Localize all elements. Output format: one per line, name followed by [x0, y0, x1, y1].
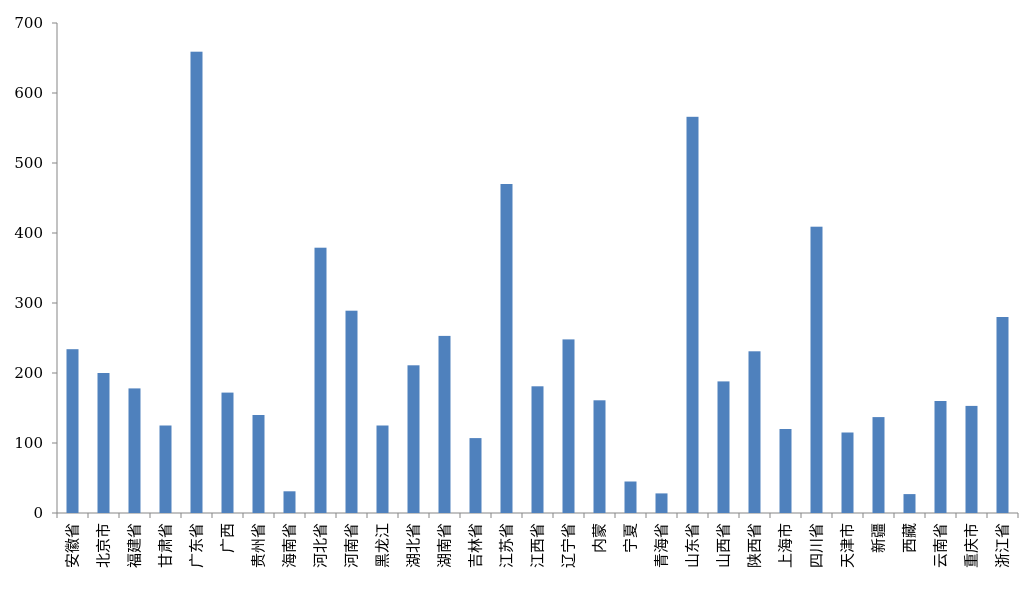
x-category-label: 上海市	[777, 523, 795, 568]
x-category-label: 重庆市	[963, 523, 981, 568]
bar-9	[314, 247, 327, 513]
bars	[66, 51, 1009, 514]
x-category-label: 河北省	[312, 523, 330, 568]
x-category-label: 黑龙江	[374, 523, 392, 568]
bar-23	[748, 351, 761, 513]
bar-1	[66, 349, 79, 513]
x-category-labels: 安徽省 北京市 福建省 甘肃省 广东省 广西 贵州省 海南省 河北省 河南省 黑龙江 湖北省 湖南省 吉林…	[64, 523, 1012, 568]
y-tick-label: 400	[14, 224, 43, 242]
bar-4	[159, 425, 172, 513]
y-tick-label: 100	[14, 434, 43, 452]
axes	[52, 22, 1019, 518]
x-category-label: 贵州省	[250, 523, 268, 568]
x-category-label: 宁夏	[622, 523, 640, 553]
bar-17	[562, 339, 575, 513]
bar-19	[624, 481, 637, 513]
bar-15	[500, 184, 513, 513]
x-category-label: 山东省	[684, 523, 702, 568]
x-category-label: 西藏	[901, 523, 919, 553]
x-category-label: 湖南省	[436, 523, 454, 568]
x-category-label: 四川省	[808, 523, 826, 568]
bar-30	[965, 405, 978, 513]
x-category-label: 广西	[219, 523, 237, 553]
bar-24	[779, 429, 792, 513]
bar-5	[190, 51, 203, 513]
x-category-label: 青海省	[653, 523, 671, 568]
x-category-label: 河南省	[343, 523, 361, 568]
y-tick-labels: 0 100 200 300 400 500 600 700	[14, 14, 43, 522]
bar-11	[376, 425, 389, 513]
bar-7	[252, 415, 265, 513]
x-category-label: 湖北省	[405, 523, 423, 568]
bar-21	[686, 116, 699, 514]
x-category-label: 海南省	[281, 523, 299, 568]
x-category-label: 江苏省	[498, 523, 516, 568]
y-tick-label: 600	[14, 84, 43, 102]
y-tick-label: 300	[14, 294, 43, 312]
bar-13	[438, 335, 451, 513]
x-category-label: 陕西省	[746, 523, 764, 568]
bar-8	[283, 491, 296, 513]
bar-6	[221, 392, 234, 513]
bar-14	[469, 438, 482, 513]
bar-18	[593, 400, 606, 513]
x-category-label: 天津市	[839, 523, 857, 568]
x-category-label: 浙江省	[994, 523, 1012, 568]
bar-20	[655, 493, 668, 513]
bar-2	[97, 373, 110, 513]
x-category-label: 甘肃省	[157, 523, 175, 568]
x-category-label: 新疆	[870, 523, 888, 553]
x-category-label: 广东省	[188, 523, 206, 568]
y-tick-label: 200	[14, 364, 43, 382]
x-category-label: 山西省	[715, 523, 733, 568]
bar-25	[810, 226, 823, 513]
x-category-label: 云南省	[932, 523, 950, 568]
bar-3	[128, 388, 141, 513]
bar-12	[407, 365, 420, 513]
bar-10	[345, 310, 358, 513]
y-tick-label: 0	[33, 504, 43, 522]
x-category-label: 辽宁省	[560, 523, 578, 568]
bar-16	[531, 386, 544, 513]
bar-28	[903, 494, 916, 513]
y-tick-label: 700	[14, 14, 43, 32]
bar-31	[996, 317, 1009, 513]
x-category-label: 内蒙	[591, 523, 609, 553]
bar-29	[934, 401, 947, 513]
x-category-label: 江西省	[529, 523, 547, 568]
x-category-label: 吉林省	[467, 523, 485, 568]
bar-27	[872, 417, 885, 513]
x-category-label: 福建省	[126, 523, 144, 568]
bar-22	[717, 381, 730, 513]
x-category-label: 北京市	[95, 523, 113, 568]
y-tick-label: 500	[14, 154, 43, 172]
x-category-label: 安徽省	[64, 523, 82, 568]
bar-26	[841, 432, 854, 513]
